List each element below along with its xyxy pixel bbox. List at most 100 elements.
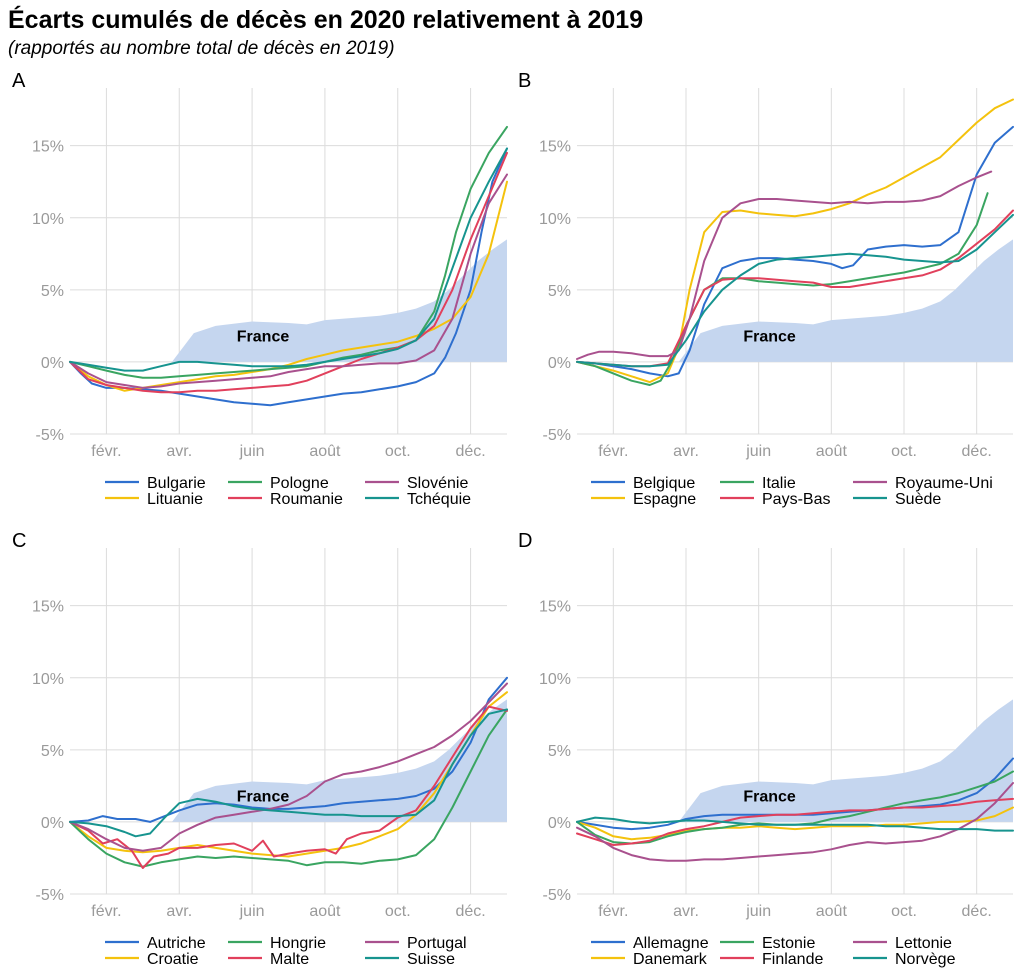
y-tick-label: 0% <box>548 355 571 372</box>
panel-A: A -5% 0% 5% 10% 15% févr. avr. juin août oct. déc. F… <box>12 70 508 508</box>
series-line-suisse <box>69 708 508 838</box>
series-line-danemark <box>576 806 1014 841</box>
legend-item: Lettonie <box>853 935 952 952</box>
y-tick-label: -5% <box>543 887 571 904</box>
series-line-portugal <box>69 682 508 852</box>
legend-label: Lettonie <box>895 935 952 952</box>
legend-item: Royaume-Uni <box>853 475 993 492</box>
legend-item: Pologne <box>228 475 329 492</box>
panel-label: C <box>12 530 26 552</box>
x-tick-label: août <box>309 443 341 460</box>
series-line-slovénie <box>69 173 508 389</box>
legend-label: Danemark <box>633 951 708 968</box>
x-tick-label: oct. <box>891 903 917 920</box>
legend-label: Slovénie <box>407 475 468 492</box>
france-area <box>577 699 1013 822</box>
legend-item: Lituanie <box>105 491 203 508</box>
series-line-pologne <box>69 125 508 379</box>
x-tick-label: avr. <box>673 443 699 460</box>
legend-label: Portugal <box>407 935 467 952</box>
legend-label: Finlande <box>762 951 823 968</box>
x-tick-label: juin <box>745 443 771 460</box>
legend-label: Suisse <box>407 951 455 968</box>
france-area-label: France <box>237 789 290 806</box>
y-tick-label: 15% <box>539 139 571 156</box>
france-area <box>70 239 507 362</box>
series-line-malte <box>69 705 508 869</box>
legend-item: Bulgarie <box>105 475 206 492</box>
france-area-label: France <box>237 329 290 346</box>
x-tick-label: juin <box>239 903 265 920</box>
legend-item: Suisse <box>365 951 455 968</box>
france-area-label: France <box>743 329 796 346</box>
series-line-suède <box>576 213 1014 368</box>
x-tick-label: oct. <box>385 443 411 460</box>
y-tick-label: 0% <box>41 355 64 372</box>
series-line-roumanie <box>69 151 508 394</box>
x-tick-label: avr. <box>673 903 699 920</box>
y-tick-label: 5% <box>41 743 64 760</box>
x-tick-label: juin <box>239 443 265 460</box>
y-tick-label: -5% <box>36 887 64 904</box>
france-area-label: France <box>743 789 796 806</box>
legend-label: Norvège <box>895 951 956 968</box>
legend-label: Belgique <box>633 475 695 492</box>
x-tick-label: avr. <box>166 903 192 920</box>
x-tick-label: déc. <box>455 903 485 920</box>
legend-item: Tchéquie <box>365 491 471 508</box>
panel-D: D -5% 0% 5% 10% 15% févr. avr. juin août oct. déc. F… <box>518 530 1014 968</box>
x-tick-label: déc. <box>962 903 992 920</box>
x-tick-label: oct. <box>891 443 917 460</box>
legend-item: Portugal <box>365 935 467 952</box>
x-tick-label: juin <box>745 903 771 920</box>
y-tick-label: -5% <box>36 427 64 444</box>
x-tick-label: déc. <box>455 443 485 460</box>
legend-item: Slovénie <box>365 475 468 492</box>
x-tick-label: août <box>309 903 341 920</box>
legend-item: Suède <box>853 491 941 508</box>
legend-item: Espagne <box>591 491 696 508</box>
legend-item: Croatie <box>105 951 199 968</box>
series-line-royaume-uni <box>576 170 993 360</box>
france-area <box>577 239 1013 362</box>
legend-label: Bulgarie <box>147 475 206 492</box>
france-area <box>70 699 507 822</box>
series-line-lettonie <box>576 782 1014 862</box>
y-tick-label: 10% <box>32 211 64 228</box>
legend-item: Finlande <box>720 951 823 968</box>
series-line-belgique <box>576 125 1014 378</box>
legend-item: Pays-Bas <box>720 491 830 508</box>
legend-label: Lituanie <box>147 491 203 508</box>
legend-label: Suède <box>895 491 941 508</box>
legend-item: Allemagne <box>591 935 709 952</box>
x-tick-label: oct. <box>385 903 411 920</box>
legend-label: Estonie <box>762 935 815 952</box>
legend-label: Croatie <box>147 951 199 968</box>
y-tick-label: 10% <box>539 211 571 228</box>
legend-item: Malte <box>228 951 309 968</box>
legend-label: Pays-Bas <box>762 491 830 508</box>
series-line-italie <box>576 192 989 386</box>
legend-label: Italie <box>762 475 796 492</box>
panel-label: B <box>518 70 531 92</box>
legend-label: Roumanie <box>270 491 343 508</box>
legend-item: Autriche <box>105 935 206 952</box>
y-tick-label: 10% <box>32 671 64 688</box>
x-tick-label: août <box>816 903 848 920</box>
legend-item: Hongrie <box>228 935 326 952</box>
legend-label: Royaume-Uni <box>895 475 993 492</box>
legend-item: Italie <box>720 475 796 492</box>
y-tick-label: 5% <box>548 283 571 300</box>
legend-item: Estonie <box>720 935 815 952</box>
series-line-espagne <box>576 98 1014 384</box>
legend-label: Espagne <box>633 491 696 508</box>
y-tick-label: 15% <box>32 599 64 616</box>
y-tick-label: 15% <box>539 599 571 616</box>
x-tick-label: avr. <box>166 443 192 460</box>
series-line-norvège <box>576 816 1014 832</box>
legend-item: Danemark <box>591 951 708 968</box>
series-line-croatie <box>69 691 508 858</box>
legend-label: Tchéquie <box>407 491 471 508</box>
legend-item: Roumanie <box>228 491 343 508</box>
